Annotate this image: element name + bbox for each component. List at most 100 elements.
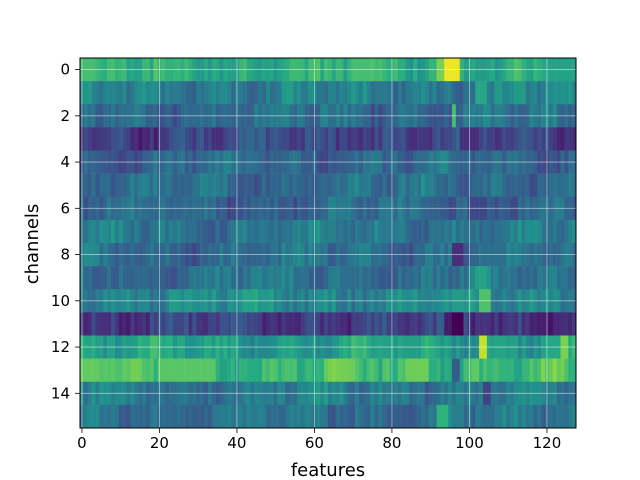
heatmap-cell [521,173,526,197]
heatmap-cell [161,358,166,382]
heatmap-cell [405,266,410,290]
heatmap-cell [99,266,104,290]
heatmap-cell [145,127,150,151]
heatmap-cell [169,266,174,290]
heatmap-cell [479,173,484,197]
heatmap-cell [351,266,356,290]
heatmap-cell [568,173,573,197]
heatmap-cell [564,358,569,382]
heatmap-cell [339,358,344,382]
heatmap-cell [424,404,429,429]
heatmap-cell [254,127,259,151]
heatmap-cell [401,81,406,105]
heatmap-cell [289,173,294,197]
heatmap-cell [428,173,433,197]
heatmap-cell [486,81,491,105]
heatmap-cell [254,266,259,290]
heatmap-cell [421,266,426,290]
heatmap-cell [262,358,267,382]
heatmap-cell [355,127,360,151]
heatmap-cell [533,266,538,290]
heatmap-cell [339,81,344,105]
heatmap-cell [351,312,356,336]
heatmap-cell [525,266,530,290]
heatmap-cell [215,173,220,197]
heatmap-cell [173,127,178,151]
heatmap-cell [103,404,108,429]
heatmap-cell [91,266,96,290]
heatmap-cell [145,266,150,290]
heatmap-cell [359,312,364,336]
heatmap-cell [393,266,398,290]
heatmap-cell [432,173,437,197]
heatmap-cell [262,219,267,244]
heatmap-cell [459,81,464,105]
heatmap-cell [521,219,526,244]
heatmap-cell [514,266,519,290]
heatmap-cell [149,81,154,105]
heatmap-cell [479,81,484,105]
heatmap-cell [223,312,228,336]
heatmap-cell [304,219,309,244]
heatmap-cell [424,358,429,382]
heatmap-cell [200,358,205,382]
heatmap-cell [269,127,274,151]
heatmap-cell [126,266,131,290]
x-tick-label: 80 [382,434,401,452]
heatmap-cell [266,266,271,290]
heatmap-cell [335,127,340,151]
heatmap-cell [529,81,534,105]
heatmap-cell [87,358,92,382]
heatmap-cell [188,173,193,197]
heatmap-cell [204,127,209,151]
heatmap-cell [242,404,247,429]
heatmap-cell [227,219,232,244]
heatmap-cell [366,266,371,290]
heatmap-cell [475,312,480,336]
heatmap-cell [421,312,426,336]
heatmap-cell [122,404,127,429]
heatmap-cell [529,358,534,382]
heatmap-cell [362,312,367,336]
heatmap-cell [359,266,364,290]
heatmap-cell [83,404,88,429]
heatmap-cell [207,404,212,429]
heatmap-cell [308,219,313,244]
heatmap-cell [343,81,348,105]
heatmap-cell [149,358,154,382]
heatmap-cell [114,173,119,197]
heatmap-cell [188,127,193,151]
heatmap-cell [95,219,100,244]
heatmap-cell [99,127,104,151]
heatmap-cell [483,173,488,197]
heatmap-cell [572,127,577,151]
heatmap-cell [258,219,263,244]
heatmap-cell [328,266,333,290]
heatmap-cell [463,219,468,244]
heatmap-cell [161,173,166,197]
heatmap-cell [215,81,220,105]
heatmap-cell [331,219,336,244]
heatmap-cell [382,404,387,429]
heatmap-cell [99,173,104,197]
heatmap-cell [118,127,123,151]
heatmap-cell [99,358,104,382]
heatmap-cell [176,219,181,244]
heatmap-cell [401,404,406,429]
heatmap-cell [188,219,193,244]
heatmap-cell [91,404,96,429]
heatmap-cell [366,404,371,429]
heatmap-cell [506,81,511,105]
heatmap-cell [393,81,398,105]
heatmap-cell [541,81,546,105]
heatmap-cell [273,266,278,290]
heatmap-cell [335,312,340,336]
heatmap-cell [370,312,375,336]
heatmap-cell [382,266,387,290]
heatmap-cell [192,404,197,429]
heatmap-cell [114,219,119,244]
heatmap-cell [107,81,112,105]
heatmap-cell [180,312,185,336]
heatmap-cell [99,312,104,336]
heatmap-cell [564,127,569,151]
